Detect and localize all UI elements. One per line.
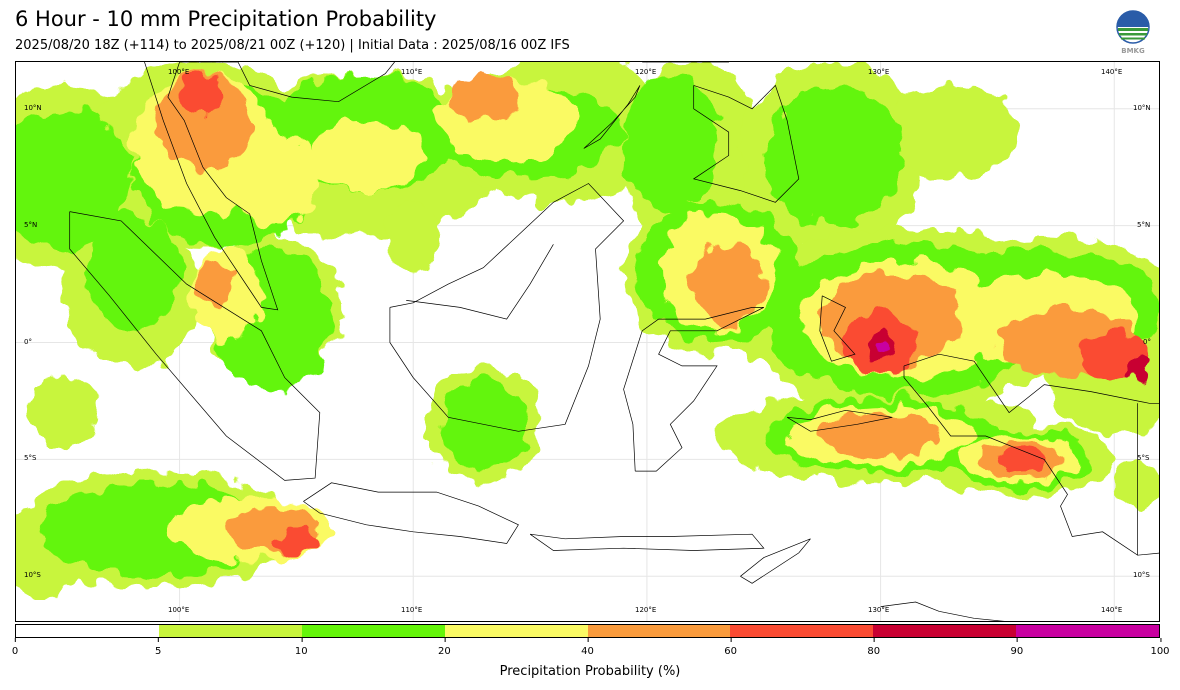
lat-label-right-10n: 10°N (1133, 104, 1151, 112)
lat-label-left-5n: 5°N (24, 221, 38, 229)
precip-cell (16, 108, 133, 249)
coastline (583, 85, 641, 149)
bmkg-logo-icon: BMKG (1116, 10, 1150, 55)
lon-label-bottom-100: 100°E (168, 606, 190, 614)
map-title: 6 Hour - 10 mm Precipitation Probability (15, 7, 437, 31)
coastline (389, 183, 625, 432)
colorbar-segment (1016, 625, 1159, 637)
precip-cell (86, 213, 180, 331)
colorbar-segment (444, 625, 588, 637)
logo-text: BMKG (1121, 47, 1145, 55)
colorbar-segment (587, 625, 731, 637)
lat-label-left-0: 0° (24, 338, 32, 346)
precip-cell (822, 412, 940, 460)
coastline (623, 307, 764, 472)
colorbar-segment (16, 625, 159, 637)
precip-cell (880, 85, 1021, 179)
colorbar-tick: 0 (12, 638, 18, 657)
colorbar (15, 624, 1160, 638)
colorbar-tick: 10 (295, 638, 308, 657)
coastline (406, 244, 554, 320)
coastline (69, 211, 321, 481)
precip-cell (997, 447, 1045, 472)
lon-label-top-130: 130°E (868, 68, 890, 76)
colorbar-segment (158, 625, 302, 637)
precip-cell (623, 73, 718, 214)
bmkg-logo: BMKG (1114, 10, 1152, 56)
precipitation-field (16, 62, 1159, 600)
lon-label-bottom-110: 110°E (401, 606, 423, 614)
coastline (529, 533, 765, 551)
precip-cell (179, 76, 227, 119)
colorbar-tick: 100 (1150, 638, 1170, 657)
coastline (903, 353, 1159, 556)
colorbar-segment (730, 625, 874, 637)
precip-cell (763, 85, 904, 226)
coastlines (69, 62, 1159, 621)
precip-cell (1123, 354, 1152, 378)
colorbar-tick: 40 (581, 638, 594, 657)
colorbar-tick-label: 5 (154, 646, 162, 657)
precip-cell (273, 529, 320, 553)
coastline (819, 295, 856, 362)
lon-label-bottom-140: 140°E (1101, 606, 1123, 614)
coastline (303, 482, 519, 544)
colorbar-tick-label: 80 (867, 646, 881, 657)
precip-cell (195, 260, 234, 308)
precip-cell (693, 241, 764, 327)
colorbar-ticks: 0 5 10 20 40 60 80 90 100 (12, 638, 1170, 658)
colorbar-tick: 90 (1010, 638, 1024, 657)
lat-label-right-10s: 10°S (1133, 571, 1150, 579)
lon-label-top-120: 120°E (635, 68, 657, 76)
coastline (740, 538, 811, 584)
map-subtitle: 2025/08/20 18Z (+114) to 2025/08/21 00Z … (15, 38, 570, 53)
precip-cell (385, 202, 442, 273)
precip-cell (448, 73, 519, 121)
coastline (880, 601, 1005, 621)
lat-label-right-5s: 5°S (1137, 454, 1150, 462)
precip-cell (308, 120, 425, 191)
coastline (692, 84, 800, 203)
colorbar-tick: 20 (438, 638, 451, 657)
coastline (786, 409, 893, 432)
colorbar-tick-label: 90 (1010, 646, 1024, 657)
precipitation-map: 100°E 110°E 120°E 130°E 140°E 100°E 110°… (15, 61, 1160, 622)
lat-label-left-10n: 10°N (24, 104, 42, 112)
colorbar-tick-label: 60 (724, 646, 737, 657)
lat-label-right-5n: 5°N (1137, 221, 1151, 229)
lon-label-bottom-130: 130°E (868, 606, 890, 614)
lon-label-bottom-120: 120°E (635, 606, 657, 614)
colorbar-tick-label: 0 (11, 646, 19, 657)
lat-label-right-0: 0° (1143, 338, 1151, 346)
colorbar-segment (873, 625, 1017, 637)
colorbar-tick-label: 20 (438, 646, 451, 657)
precip-cell (877, 341, 889, 354)
lat-label-left-5s: 5°S (24, 454, 37, 462)
lon-label-top-140: 140°E (1101, 68, 1123, 76)
lon-label-top-100: 100°E (168, 68, 190, 76)
colorbar-tick: 60 (724, 638, 737, 657)
colorbar-tick-label: 40 (581, 646, 594, 657)
colorbar-label: Precipitation Probability (%) (499, 664, 681, 679)
precip-cell (1114, 459, 1159, 507)
colorbar-segment (301, 625, 445, 637)
lat-label-left-10s: 10°S (24, 571, 41, 579)
colorbar-tick: 80 (867, 638, 880, 657)
coastline (144, 62, 395, 311)
colorbar-tick-label: 100 (1150, 646, 1170, 657)
lon-label-top-110: 110°E (401, 68, 423, 76)
precip-cell (27, 377, 98, 448)
map-canvas (16, 62, 1159, 621)
colorbar-tick-label: 10 (294, 646, 308, 657)
colorbar-tick: 5 (155, 638, 161, 657)
precip-cell (226, 132, 320, 226)
